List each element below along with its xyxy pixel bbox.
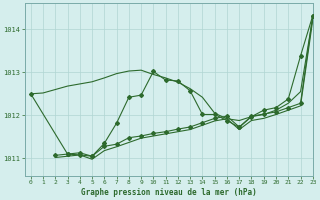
- X-axis label: Graphe pression niveau de la mer (hPa): Graphe pression niveau de la mer (hPa): [81, 188, 257, 197]
